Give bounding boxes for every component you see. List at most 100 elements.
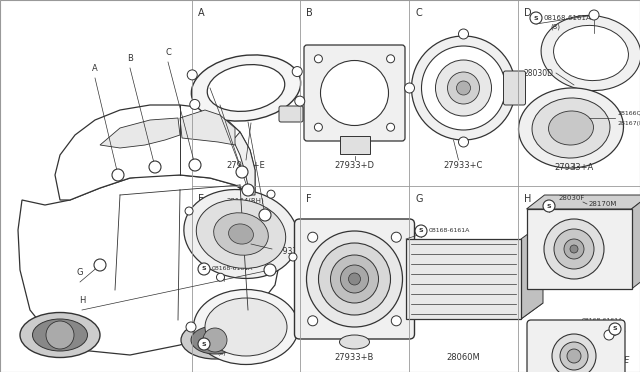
Text: (8): (8) — [550, 24, 560, 30]
Polygon shape — [406, 303, 543, 319]
Text: A: A — [198, 8, 205, 18]
Text: S: S — [547, 203, 551, 208]
Circle shape — [94, 259, 106, 271]
Text: (6): (6) — [217, 276, 226, 282]
Text: C: C — [165, 48, 171, 57]
Text: S: S — [612, 327, 618, 331]
Circle shape — [236, 166, 248, 178]
Text: 28060M: 28060M — [447, 353, 481, 362]
Text: (4): (4) — [435, 238, 444, 244]
Circle shape — [391, 316, 401, 326]
Text: 27933+C: 27933+C — [444, 161, 483, 170]
Ellipse shape — [20, 312, 100, 357]
Circle shape — [242, 184, 254, 196]
Text: F: F — [246, 108, 250, 117]
Text: G: G — [77, 268, 83, 277]
Text: 27933+E: 27933+E — [227, 161, 266, 170]
Ellipse shape — [548, 111, 593, 145]
Circle shape — [314, 123, 323, 131]
Text: S: S — [202, 341, 206, 346]
Polygon shape — [521, 223, 543, 319]
Bar — [339, 136, 369, 154]
Circle shape — [391, 232, 401, 242]
Circle shape — [340, 265, 369, 293]
Circle shape — [112, 169, 124, 181]
Ellipse shape — [518, 88, 623, 168]
Polygon shape — [233, 132, 255, 195]
Text: 27933: 27933 — [274, 247, 298, 256]
Circle shape — [458, 29, 468, 39]
Circle shape — [185, 207, 193, 215]
Circle shape — [198, 263, 210, 275]
Ellipse shape — [205, 298, 287, 356]
FancyBboxPatch shape — [527, 320, 625, 372]
Text: A: A — [92, 64, 98, 73]
Text: S: S — [202, 266, 206, 272]
Text: F: F — [306, 194, 312, 204]
Circle shape — [267, 190, 275, 198]
Text: S: S — [534, 16, 538, 20]
Circle shape — [308, 232, 317, 242]
Bar — [406, 239, 521, 319]
Text: 28166Q(RH): 28166Q(RH) — [617, 110, 640, 115]
Ellipse shape — [33, 319, 88, 351]
Ellipse shape — [321, 61, 388, 125]
Ellipse shape — [193, 289, 298, 365]
Text: G: G — [415, 194, 422, 204]
Text: E: E — [198, 194, 204, 204]
Circle shape — [216, 273, 225, 281]
Circle shape — [570, 245, 578, 253]
Text: 28167(LH): 28167(LH) — [617, 121, 640, 125]
Ellipse shape — [532, 98, 610, 158]
Circle shape — [530, 12, 542, 24]
Polygon shape — [55, 105, 255, 200]
Circle shape — [543, 200, 555, 212]
Circle shape — [412, 36, 515, 140]
Circle shape — [435, 60, 492, 116]
Circle shape — [387, 123, 395, 131]
Text: 28165(LH): 28165(LH) — [227, 207, 264, 213]
Text: 08168-6161A: 08168-6161A — [544, 15, 592, 21]
Ellipse shape — [554, 25, 628, 81]
Text: S: S — [419, 228, 423, 234]
Circle shape — [308, 316, 317, 326]
Ellipse shape — [191, 55, 301, 121]
Circle shape — [422, 46, 506, 130]
Text: B: B — [306, 8, 313, 18]
Circle shape — [190, 99, 200, 109]
Circle shape — [289, 253, 297, 261]
Ellipse shape — [228, 224, 253, 244]
Circle shape — [544, 219, 604, 279]
Circle shape — [295, 96, 305, 106]
FancyBboxPatch shape — [504, 71, 525, 105]
Text: H: H — [524, 194, 531, 204]
Text: 08168-6161A: 08168-6161A — [429, 228, 470, 234]
Text: E: E — [218, 91, 223, 100]
Circle shape — [259, 209, 271, 221]
Circle shape — [349, 273, 360, 285]
Ellipse shape — [214, 213, 268, 255]
Text: H: H — [79, 296, 85, 305]
Text: (4): (4) — [617, 328, 626, 334]
Polygon shape — [180, 110, 235, 145]
Circle shape — [415, 225, 427, 237]
Circle shape — [554, 229, 594, 269]
FancyBboxPatch shape — [304, 45, 405, 141]
Circle shape — [198, 338, 210, 350]
Text: D: D — [207, 74, 213, 83]
Circle shape — [609, 323, 621, 335]
Text: 27933+A: 27933+A — [554, 164, 594, 173]
Text: 08566-6162A: 08566-6162A — [212, 341, 253, 346]
Text: 08168-6161A: 08168-6161A — [212, 266, 253, 272]
Polygon shape — [527, 195, 640, 209]
Text: (6): (6) — [217, 350, 226, 356]
FancyBboxPatch shape — [279, 106, 303, 122]
Circle shape — [264, 264, 276, 276]
Text: D: D — [524, 8, 532, 18]
Polygon shape — [632, 195, 640, 289]
Polygon shape — [100, 118, 180, 148]
Circle shape — [149, 161, 161, 173]
Circle shape — [564, 239, 584, 259]
Circle shape — [330, 255, 378, 303]
Ellipse shape — [181, 321, 249, 359]
